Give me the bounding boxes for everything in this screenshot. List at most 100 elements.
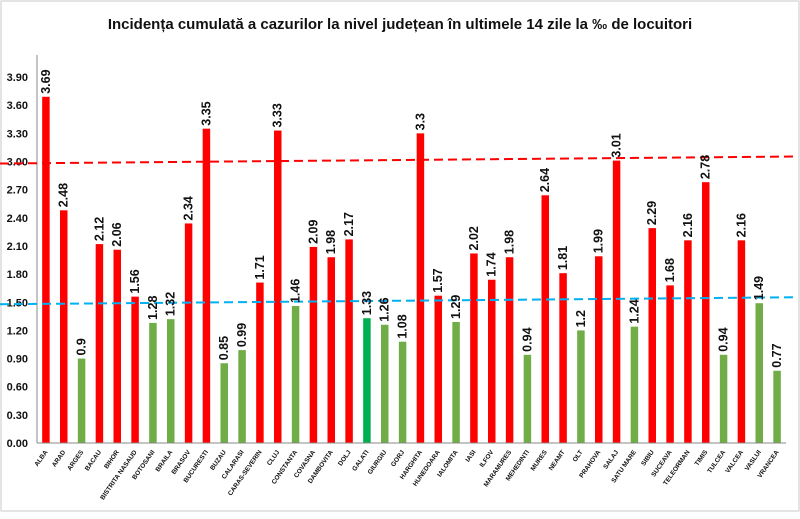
y-axis: 0.000.300.600.901.201.501.802.102.402.70… — [7, 55, 38, 450]
data-label: 0.99 — [235, 323, 249, 347]
bar-braila — [167, 319, 175, 443]
bar-vrancea — [773, 370, 781, 443]
data-label: 3.33 — [271, 103, 285, 127]
data-label: 1.71 — [253, 255, 267, 279]
bar-arad — [60, 210, 68, 443]
y-tick-label: 1.80 — [7, 269, 28, 281]
bar-bucuresti — [202, 128, 211, 443]
data-label: 2.64 — [538, 168, 552, 192]
data-label: 2.06 — [110, 222, 124, 246]
bar-tulcea — [719, 354, 728, 443]
bar-harghita — [416, 133, 425, 444]
data-label: 0.85 — [217, 336, 231, 360]
bar-bistrita-nasaud — [131, 296, 139, 443]
data-label: 1.56 — [128, 269, 142, 293]
data-label: 1.98 — [324, 230, 338, 254]
bar-botosani — [149, 322, 157, 443]
y-tick-label: 3.60 — [7, 100, 28, 112]
data-label: 1.81 — [556, 246, 570, 270]
reference-line — [0, 155, 797, 165]
bar-cluj — [274, 130, 282, 444]
bar-olt — [577, 330, 585, 443]
bar-mures — [541, 195, 549, 443]
data-label: 2.17 — [342, 212, 356, 236]
y-tick-label: 0.60 — [7, 382, 28, 394]
data-label: 1.68 — [663, 258, 677, 282]
bar-mehedinti — [523, 354, 532, 443]
data-label: 0.77 — [770, 343, 784, 367]
data-label: 2.16 — [734, 213, 748, 237]
y-tick-label: 1.20 — [7, 325, 28, 337]
data-label: 1.2 — [574, 310, 588, 327]
y-tick-label: 2.70 — [7, 185, 28, 197]
bar-arges — [77, 358, 86, 443]
data-label: 1.24 — [627, 299, 641, 323]
bar-valcea — [737, 240, 746, 443]
data-label: 1.74 — [485, 252, 499, 276]
bar-bihor — [113, 249, 121, 443]
y-tick-label: 0.30 — [7, 410, 28, 422]
bar-ilfov — [488, 279, 496, 443]
bar-iasi — [470, 253, 478, 443]
data-label: 2.29 — [645, 201, 659, 225]
bar-alba — [42, 96, 50, 444]
bar-covasna — [309, 246, 318, 443]
data-label: 1.26 — [378, 297, 392, 321]
chart-title: Incidența cumulată a cazurilor la nivel … — [108, 16, 692, 33]
bar-timis — [702, 182, 710, 443]
data-label: 1.98 — [503, 230, 517, 254]
data-label: 1.46 — [289, 279, 303, 303]
data-label: 3.3 — [413, 113, 427, 130]
bar-neamt — [559, 273, 567, 443]
data-label: 0.94 — [717, 327, 731, 351]
y-tick-label: 3.30 — [7, 128, 28, 140]
data-label: 1.49 — [752, 276, 766, 300]
y-tick-label: 3.90 — [7, 72, 28, 84]
reference-lines — [0, 155, 797, 306]
data-label: 3.35 — [199, 101, 213, 125]
data-label: 2.16 — [681, 213, 695, 237]
data-label: 1.99 — [592, 229, 606, 253]
data-label: 2.12 — [92, 217, 106, 241]
data-labels: 3.69 2.48 0.9 2.12 2.06 1.56 1.28 1.32 2.34 3.35 0… — [39, 69, 784, 367]
bar-teleorman — [684, 240, 692, 443]
data-label: 2.78 — [699, 155, 713, 179]
bar-prahova — [595, 256, 603, 443]
bar-series — [42, 96, 781, 444]
bar-ialomita — [452, 321, 460, 443]
data-label: 2.02 — [467, 226, 481, 250]
bar-vaslui — [755, 303, 763, 443]
data-label: 1.08 — [396, 314, 410, 338]
bar-dolj — [345, 239, 353, 443]
bar-caras-severin — [256, 282, 264, 443]
bar-giurgiu — [381, 324, 389, 443]
reference-line — [0, 296, 797, 306]
bar-bacau — [95, 244, 104, 443]
data-label: 3.69 — [39, 69, 53, 93]
bar-suceava — [666, 285, 674, 443]
bar-gorj — [398, 341, 407, 443]
y-tick-label: 0.00 — [7, 438, 28, 450]
data-label: 1.28 — [146, 296, 160, 320]
bar-buzau — [220, 363, 228, 443]
data-label: 2.34 — [182, 196, 196, 220]
data-label: 0.9 — [75, 338, 89, 355]
data-label: 3.01 — [610, 133, 624, 157]
bar-constanta — [291, 306, 300, 443]
bar-dambovita — [327, 257, 335, 443]
data-label: 2.48 — [57, 183, 71, 207]
data-label: 2.09 — [306, 220, 320, 244]
bar-hunedoara — [434, 295, 442, 443]
bar-sibiu — [648, 228, 656, 443]
data-label: 1.33 — [360, 291, 374, 315]
bar-salaj — [612, 160, 621, 443]
bar-galati — [363, 318, 371, 443]
data-label: 0.94 — [520, 327, 534, 351]
y-tick-label: 0.90 — [7, 354, 28, 366]
bar-calarasi — [238, 350, 246, 443]
y-tick-label: 2.40 — [7, 213, 28, 225]
bar-satu-mare — [630, 326, 639, 443]
bar-maramures — [505, 257, 514, 443]
data-label: 1.32 — [164, 292, 178, 316]
